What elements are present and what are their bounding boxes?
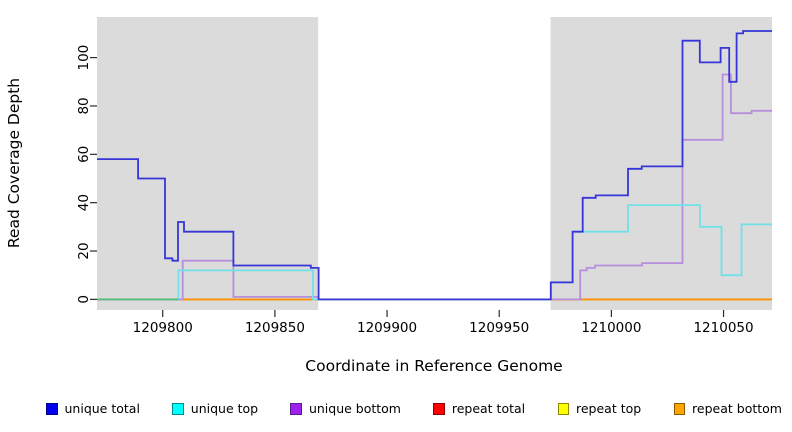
- x-tick-label: 1209850: [245, 320, 305, 336]
- legend-item-unique-total: unique total: [46, 400, 140, 416]
- x-tick-label: 1209900: [357, 320, 417, 336]
- legend-label: repeat total: [451, 400, 526, 416]
- legend-swatch-icon: [290, 403, 302, 415]
- y-axis-title: Read Coverage Depth: [5, 77, 23, 249]
- y-tick-label: 20: [76, 242, 92, 259]
- y-tick-label: 60: [76, 146, 92, 163]
- legend-swatch-icon: [172, 403, 184, 415]
- legend-item-repeat-total: repeat total: [433, 400, 526, 416]
- shaded-region: [550, 17, 772, 310]
- x-axis-title: Coordinate in Reference Genome: [305, 357, 563, 375]
- legend: unique total unique top unique bottom repea…: [0, 397, 792, 421]
- series-line-unique-top: [97, 204, 772, 301]
- legend-label: unique total: [64, 400, 140, 416]
- legend-swatch-icon: [673, 403, 686, 415]
- y-tick-label: 100: [76, 45, 92, 71]
- legend-label: repeat top: [576, 400, 642, 416]
- y-tick-label: 40: [76, 194, 92, 211]
- x-tick-label: 1210050: [693, 320, 753, 336]
- legend-item-repeat-top: repeat top: [557, 400, 642, 416]
- legend-label: unique bottom: [308, 400, 401, 416]
- legend-label: repeat bottom: [692, 400, 782, 416]
- series-line-unique-total: [97, 30, 772, 301]
- legend-item-unique-bottom: unique bottom: [290, 400, 401, 416]
- legend-item-unique-top: unique top: [172, 400, 259, 416]
- legend-item-repeat-bottom: repeat bottom: [673, 400, 782, 416]
- x-tick-label: 1210000: [581, 320, 641, 336]
- y-tick-label: 0: [76, 295, 92, 304]
- y-tick-label: 80: [76, 97, 92, 114]
- legend-swatch-icon: [46, 403, 58, 415]
- x-tick-label: 1209800: [133, 320, 193, 336]
- legend-swatch-icon: [557, 403, 569, 415]
- x-tick-label: 1209950: [469, 320, 529, 336]
- legend-label: unique top: [190, 400, 259, 416]
- legend-swatch-icon: [433, 403, 445, 415]
